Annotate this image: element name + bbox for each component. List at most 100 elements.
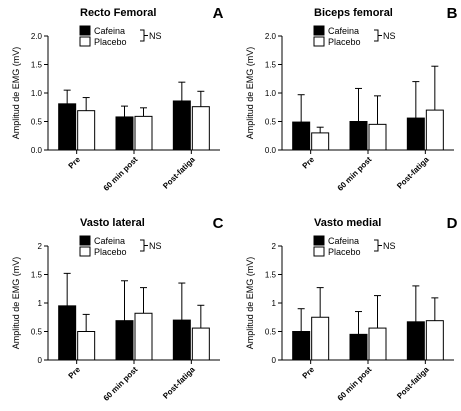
y-tick-label: 1.5 bbox=[265, 61, 277, 70]
bar-placebo bbox=[77, 331, 96, 361]
y-axis-label: Amplitud de EMG (mV) bbox=[245, 47, 255, 140]
panel-letter: B bbox=[447, 5, 458, 22]
panel-a: 0.0 0.5 1.0 1.5 2.0 Amplitud de EMG (mV) Pre 60… bbox=[11, 5, 224, 193]
bar-cafeina bbox=[292, 121, 311, 151]
y-tick-label: 0 bbox=[272, 356, 277, 365]
bar-placebo bbox=[77, 110, 96, 151]
panel-letter: C bbox=[213, 215, 224, 232]
bar-cafeina bbox=[406, 117, 425, 151]
bar-placebo bbox=[191, 106, 210, 151]
panel-letter: D bbox=[447, 215, 458, 232]
y-tick-label: 0.5 bbox=[31, 328, 43, 337]
y-tick-label: 2 bbox=[38, 242, 43, 251]
x-tick-label: Pre bbox=[301, 365, 317, 381]
y-tick-label: 0.0 bbox=[265, 146, 277, 155]
ns-annotation: NS bbox=[383, 241, 396, 251]
bar-placebo bbox=[368, 123, 387, 151]
legend-label: Cafeina bbox=[94, 26, 125, 36]
y-tick-label: 0.0 bbox=[31, 146, 43, 155]
bar-placebo bbox=[425, 109, 444, 151]
bar-cafeina bbox=[172, 319, 191, 361]
y-tick-label: 1.5 bbox=[265, 271, 277, 280]
x-tick-label: Post-fatiga bbox=[395, 155, 431, 191]
legend-label: Placebo bbox=[328, 37, 361, 47]
legend-swatch-cafeina bbox=[313, 235, 325, 246]
bar-cafeina bbox=[115, 116, 134, 151]
x-tick-label: Pre bbox=[301, 155, 317, 171]
y-tick-label: 1 bbox=[38, 299, 43, 308]
bar-cafeina bbox=[58, 305, 77, 361]
x-tick-label: 60 min post bbox=[336, 365, 374, 403]
bar-placebo bbox=[191, 327, 210, 361]
legend-label: Placebo bbox=[94, 37, 127, 47]
panel-b: 0.0 0.5 1.0 1.5 2.0 Amplitud de EMG (mV) Pre 60… bbox=[245, 5, 458, 193]
y-tick-label: 0 bbox=[38, 356, 43, 365]
x-tick-label: 60 min post bbox=[102, 155, 140, 193]
panel-title: Biceps femoral bbox=[314, 7, 393, 19]
ns-annotation: NS bbox=[383, 31, 396, 41]
y-tick-label: 1.5 bbox=[31, 271, 43, 280]
x-tick-label: Post-fatiga bbox=[395, 365, 431, 401]
significance-bracket bbox=[374, 29, 379, 42]
ns-annotation: NS bbox=[149, 31, 162, 41]
legend-swatch-placebo bbox=[79, 36, 91, 47]
x-tick-label: Post-fatiga bbox=[161, 365, 197, 401]
bar-cafeina bbox=[115, 320, 134, 361]
legend-label: Placebo bbox=[328, 247, 361, 257]
bar-cafeina bbox=[58, 103, 77, 151]
y-axis-label: Amplitud de EMG (mV) bbox=[11, 257, 21, 350]
bar-placebo bbox=[425, 320, 444, 361]
panel-d: 0 0.5 1 1.5 2 Amplitud de EMG (mV) Pre 60 min p… bbox=[245, 215, 458, 403]
x-tick-label: Post-fatiga bbox=[161, 155, 197, 191]
y-tick-label: 1.5 bbox=[31, 61, 43, 70]
bar-placebo bbox=[134, 312, 153, 361]
legend-swatch-cafeina bbox=[79, 235, 91, 246]
bar-placebo bbox=[134, 115, 153, 151]
y-tick-label: 1.0 bbox=[31, 89, 43, 98]
legend-label: Placebo bbox=[94, 247, 127, 257]
panel-title: Recto Femoral bbox=[80, 7, 156, 19]
y-tick-label: 1.0 bbox=[265, 89, 277, 98]
y-tick-label: 2 bbox=[272, 242, 277, 251]
x-tick-label: Pre bbox=[67, 155, 83, 171]
y-tick-label: 2.0 bbox=[265, 32, 277, 41]
significance-bracket bbox=[140, 239, 145, 252]
bar-cafeina bbox=[406, 321, 425, 361]
legend-swatch-cafeina bbox=[79, 25, 91, 36]
bar-placebo bbox=[368, 327, 387, 361]
legend-swatch-placebo bbox=[79, 246, 91, 257]
y-tick-label: 2.0 bbox=[31, 32, 43, 41]
significance-bracket bbox=[140, 29, 145, 42]
panel-letter: A bbox=[213, 5, 224, 22]
legend-label: Cafeina bbox=[328, 26, 359, 36]
bar-placebo bbox=[311, 316, 330, 361]
legend-label: Cafeina bbox=[328, 236, 359, 246]
bar-placebo bbox=[311, 132, 330, 151]
bar-cafeina bbox=[349, 121, 368, 151]
y-axis-label: Amplitud de EMG (mV) bbox=[11, 47, 21, 140]
y-tick-label: 1 bbox=[272, 299, 277, 308]
panel-title: Vasto medial bbox=[314, 217, 381, 229]
significance-bracket bbox=[374, 239, 379, 252]
x-tick-label: Pre bbox=[67, 365, 83, 381]
ns-annotation: NS bbox=[149, 241, 162, 251]
legend-swatch-placebo bbox=[313, 246, 325, 257]
legend-label: Cafeina bbox=[94, 236, 125, 246]
panel-c: 0 0.5 1 1.5 2 Amplitud de EMG (mV) Pre 60 min p… bbox=[11, 215, 224, 403]
legend-swatch-placebo bbox=[313, 36, 325, 47]
panel-title: Vasto lateral bbox=[80, 217, 145, 229]
legend-swatch-cafeina bbox=[313, 25, 325, 36]
y-tick-label: 0.5 bbox=[265, 328, 277, 337]
x-tick-label: 60 min post bbox=[336, 155, 374, 193]
y-axis-label: Amplitud de EMG (mV) bbox=[245, 257, 255, 350]
bar-cafeina bbox=[349, 333, 368, 361]
x-tick-label: 60 min post bbox=[102, 365, 140, 403]
bar-cafeina bbox=[292, 331, 311, 361]
bar-cafeina bbox=[172, 100, 191, 151]
y-tick-label: 0.5 bbox=[265, 118, 277, 127]
